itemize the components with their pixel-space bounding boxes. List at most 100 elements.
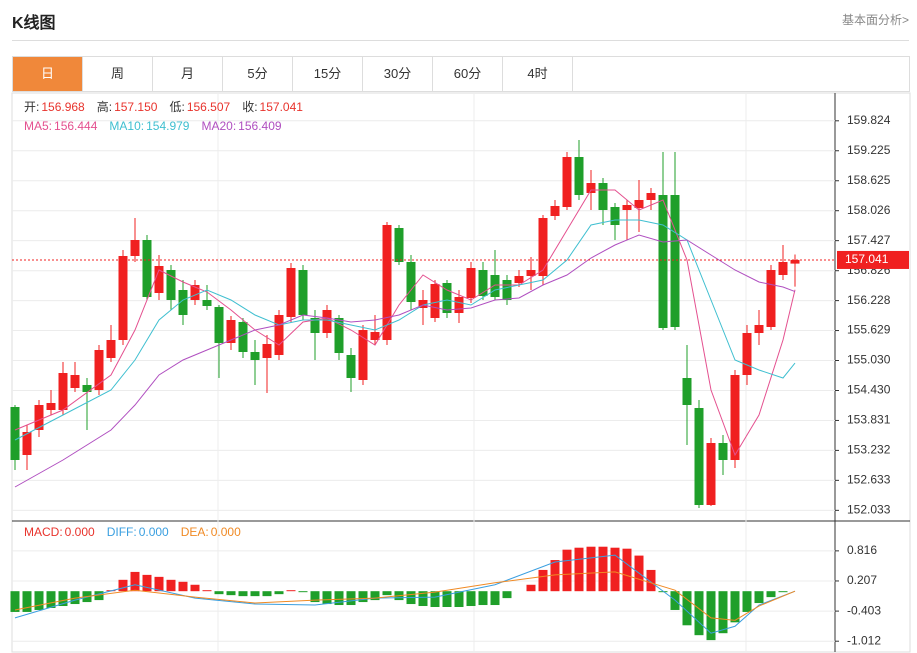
macd-bar	[490, 591, 500, 606]
candle-body	[526, 270, 536, 276]
candle-body	[202, 300, 212, 306]
macd-bar	[706, 591, 716, 641]
macd-bar	[94, 591, 104, 601]
tab[interactable]: 周	[83, 57, 153, 91]
series-value: 0.000	[211, 525, 241, 539]
candle-body	[430, 284, 440, 318]
y-tick-label: 155.629	[847, 323, 891, 337]
series-label: MA20:	[201, 119, 236, 133]
last-price-box	[837, 250, 909, 269]
macd-bar	[46, 591, 56, 608]
candle-body	[634, 200, 644, 208]
series-value: 154.979	[146, 119, 190, 133]
candle-body	[478, 270, 488, 296]
y-tick-label: -0.403	[847, 603, 881, 617]
macd-bar	[610, 547, 620, 592]
candle-body	[250, 352, 260, 360]
y-tick-label: 152.033	[847, 503, 891, 517]
candle-body	[274, 315, 284, 355]
macd-bar	[502, 591, 512, 599]
series-value: 156.409	[238, 119, 282, 133]
series-label: DEA:	[181, 525, 209, 539]
candle-body	[358, 330, 368, 380]
last-price-label: 157.041	[845, 252, 889, 266]
candle-body	[238, 322, 248, 352]
macd-bar	[466, 591, 476, 607]
candle-body	[418, 300, 428, 308]
y-tick-label: 157.427	[847, 233, 891, 247]
candle-body	[670, 195, 680, 327]
info-label: 低:	[169, 100, 184, 114]
y-tick-label: 154.430	[847, 383, 891, 397]
macd-bar	[226, 591, 236, 596]
macd-bar	[454, 591, 464, 608]
tab[interactable]: 4时	[503, 57, 573, 91]
candle-body	[586, 183, 596, 193]
info-value: 156.968	[41, 100, 85, 114]
candle-body	[502, 280, 512, 300]
candle-body	[406, 262, 416, 302]
macd-bar	[10, 591, 20, 612]
candle-body	[490, 275, 500, 297]
legend: 开: 156.968 高: 157.150 低: 156.507 收: 157.041	[24, 99, 303, 114]
vertical-grid	[217, 93, 747, 652]
macd-bar	[622, 548, 632, 592]
y-tick-label: 152.633	[847, 473, 891, 487]
candle-body	[442, 283, 452, 313]
y-tick-label: 0.207	[847, 573, 877, 587]
macd-bar	[310, 591, 320, 603]
macd-bar	[718, 591, 728, 634]
ma-line	[14, 234, 796, 488]
info-label: 开:	[24, 100, 39, 114]
macd-bar	[586, 546, 596, 592]
tab[interactable]: 日	[13, 57, 83, 91]
info-label: 高:	[97, 99, 112, 114]
macd-bar	[214, 591, 224, 595]
candle-body	[226, 320, 236, 343]
tab[interactable]: 5分	[223, 57, 293, 91]
candle-body	[454, 297, 464, 313]
tab[interactable]: 30分	[363, 57, 433, 91]
macd-line	[14, 554, 796, 634]
candle-body	[142, 240, 152, 297]
candle-body	[622, 205, 632, 210]
fundamental-link[interactable]: 基本面分析>	[841, 13, 909, 27]
ma-line	[14, 219, 796, 441]
candle-body	[754, 325, 764, 333]
macd-bar	[694, 591, 704, 636]
candle-body	[34, 405, 44, 430]
candle-body	[262, 344, 272, 358]
series-label: MACD:	[24, 525, 63, 539]
candle-body	[166, 270, 176, 300]
tab[interactable]: 60分	[433, 57, 503, 91]
macd-bar	[34, 591, 44, 610]
series-label: MA10:	[109, 119, 144, 133]
macd-bar	[478, 591, 488, 606]
macd-bar	[22, 591, 32, 612]
candle-body	[94, 350, 104, 390]
candle-body	[466, 268, 476, 298]
candle-body	[538, 218, 548, 276]
series-label: MA5:	[24, 119, 52, 133]
legend: MACD: 0.000 DIFF: 0.000 DEA: 0.000	[24, 525, 241, 539]
candle-body	[322, 310, 332, 333]
macd-bar	[766, 591, 776, 598]
macd-bar	[286, 590, 296, 592]
macd-bar	[178, 581, 188, 592]
info-value: 157.150	[114, 100, 158, 114]
divider	[12, 40, 909, 41]
series-value: 0.000	[139, 525, 169, 539]
macd-bar	[130, 571, 140, 592]
tab[interactable]: 月	[153, 57, 223, 91]
macd-bar	[346, 591, 356, 606]
candle-body	[130, 240, 140, 256]
tab[interactable]: 15分	[293, 57, 363, 91]
candle-body	[334, 318, 344, 353]
macd-bar	[322, 591, 332, 605]
candle-body	[10, 407, 20, 460]
macd-bar	[142, 574, 152, 592]
macd-bar	[682, 591, 692, 626]
info-value: 156.507	[187, 100, 231, 114]
macd-bar	[646, 569, 656, 592]
